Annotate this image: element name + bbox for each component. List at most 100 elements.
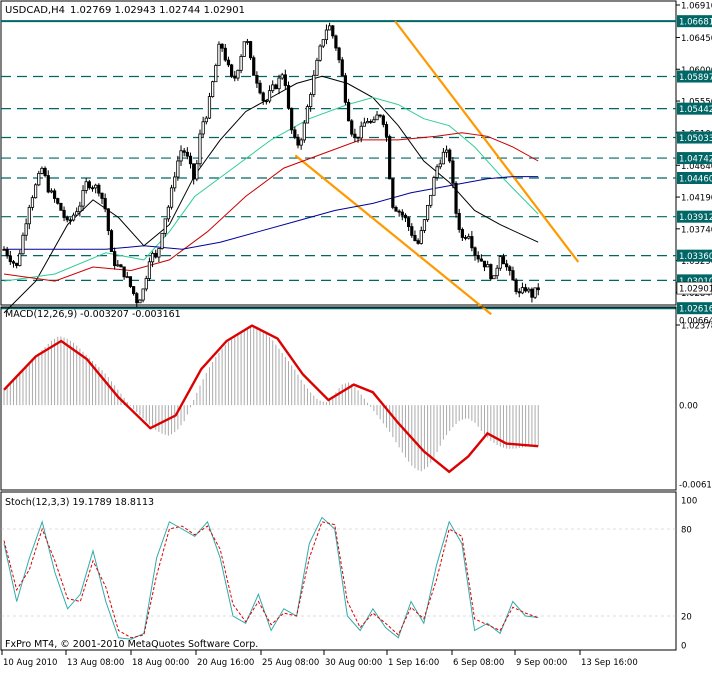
stoch-lines bbox=[1, 516, 676, 640]
candle-body bbox=[505, 263, 509, 268]
candle-body bbox=[103, 198, 107, 210]
candle-body bbox=[37, 172, 41, 186]
candle-body bbox=[527, 288, 531, 292]
candle-body bbox=[30, 197, 35, 208]
candle-body bbox=[255, 74, 259, 84]
candle-body bbox=[185, 151, 189, 157]
stoch-y-tick-label: 20 bbox=[681, 613, 692, 623]
hline-price-label: 1.05442 bbox=[679, 105, 712, 115]
candle-body bbox=[15, 262, 19, 266]
horizontal-lines bbox=[1, 20, 676, 310]
candle-body bbox=[201, 121, 205, 135]
hline-price-label: 1.06681 bbox=[679, 18, 712, 28]
candle-body bbox=[340, 59, 344, 77]
x-tick-label: 18 Aug 00:00 bbox=[132, 658, 189, 668]
candle-body bbox=[236, 69, 240, 79]
candle-body bbox=[457, 212, 461, 230]
candle-body bbox=[473, 247, 477, 256]
candle-body bbox=[214, 65, 218, 83]
candle-body bbox=[192, 163, 196, 180]
candle-body bbox=[536, 287, 540, 291]
candle-body bbox=[346, 101, 351, 122]
candle-body bbox=[274, 84, 278, 90]
candle-body bbox=[252, 57, 256, 76]
candle-body bbox=[375, 114, 379, 121]
y-tick-label: 1.03290 bbox=[681, 257, 712, 267]
macd-signal bbox=[3, 324, 539, 474]
candle-body bbox=[100, 192, 104, 199]
candle-body bbox=[293, 129, 297, 138]
candle-body bbox=[463, 237, 468, 239]
stoch-title: Stoch(12,3,3) 19.1789 18.8113 bbox=[5, 497, 154, 508]
candle-body bbox=[154, 252, 158, 258]
y-tick-label: 1.06450 bbox=[681, 34, 712, 44]
candle-body bbox=[448, 149, 452, 162]
candle-body bbox=[81, 190, 85, 207]
candle-body bbox=[372, 119, 376, 123]
x-tick-label: 25 Aug 08:00 bbox=[262, 658, 319, 668]
candle-body bbox=[454, 182, 458, 214]
time-axis: 10 Aug 2010 13 Aug 08:00 18 Aug 00:00 20 Au… bbox=[1, 650, 638, 668]
moving-average-red bbox=[3, 132, 539, 282]
candle-body bbox=[441, 151, 446, 165]
candle-body bbox=[223, 47, 227, 61]
candle-body bbox=[106, 208, 110, 232]
candle-body bbox=[21, 234, 25, 255]
moving-average-navy bbox=[4, 176, 539, 250]
candle-body bbox=[84, 181, 88, 191]
hline-price-box bbox=[677, 302, 712, 315]
hline-price-box bbox=[677, 249, 712, 262]
candle-body bbox=[435, 166, 439, 178]
candle-body bbox=[207, 96, 212, 119]
hline-price-box bbox=[677, 210, 712, 223]
candle-body bbox=[75, 211, 79, 216]
candle-body bbox=[226, 59, 231, 66]
candle-body bbox=[40, 167, 44, 174]
candle-body bbox=[147, 261, 152, 279]
hline-price-label: 1.04742 bbox=[679, 155, 712, 165]
candle-body bbox=[258, 82, 262, 94]
candle-body bbox=[56, 198, 60, 204]
candle-body bbox=[78, 205, 82, 213]
candle-body bbox=[403, 214, 408, 219]
candle-body bbox=[182, 150, 186, 153]
candle-body bbox=[369, 121, 373, 123]
hline-price-box bbox=[677, 15, 712, 28]
candle-body bbox=[514, 279, 518, 292]
stoch-panel: Stoch(12,3,3) 19.1789 18.8113 100 80 20 0 F… bbox=[0, 491, 697, 652]
stoch-y-tick-label: 80 bbox=[681, 526, 692, 536]
candle-body bbox=[71, 214, 76, 221]
candle-body bbox=[296, 136, 300, 146]
candle-body bbox=[511, 270, 515, 281]
candle-body bbox=[425, 204, 430, 221]
candle-body bbox=[90, 187, 95, 190]
candle-body bbox=[343, 75, 348, 103]
candle-body bbox=[400, 211, 404, 216]
candle-body bbox=[299, 139, 303, 146]
macd-panel: MACD(12,26,9) -0.003207 -0.003161 0.0066… bbox=[0, 306, 712, 491]
symbol-label: USDCAD,H4 bbox=[5, 5, 65, 16]
candle-body bbox=[34, 184, 38, 199]
x-tick-label: 20 Aug 16:00 bbox=[197, 658, 254, 668]
candle-body bbox=[109, 230, 114, 252]
candle-body bbox=[309, 94, 313, 107]
candle-body bbox=[157, 248, 161, 258]
hline-price-label: 1.05033 bbox=[679, 134, 712, 144]
candle-body bbox=[119, 264, 123, 268]
candle-body bbox=[407, 217, 411, 228]
candle-body bbox=[8, 255, 12, 263]
candle-body bbox=[87, 181, 91, 189]
candle-body bbox=[324, 29, 329, 41]
candle-body bbox=[350, 120, 354, 135]
x-tick-label: 13 Sep 16:00 bbox=[581, 658, 638, 668]
channel-line-0[interactable] bbox=[394, 20, 580, 263]
candle-body bbox=[334, 35, 338, 49]
candle-body bbox=[328, 25, 332, 31]
candle-body bbox=[116, 264, 120, 267]
candle-body bbox=[286, 85, 291, 109]
candle-body bbox=[18, 253, 22, 266]
candle-body bbox=[150, 252, 155, 263]
channel-line-1[interactable] bbox=[294, 154, 492, 316]
candle-body bbox=[97, 184, 101, 194]
